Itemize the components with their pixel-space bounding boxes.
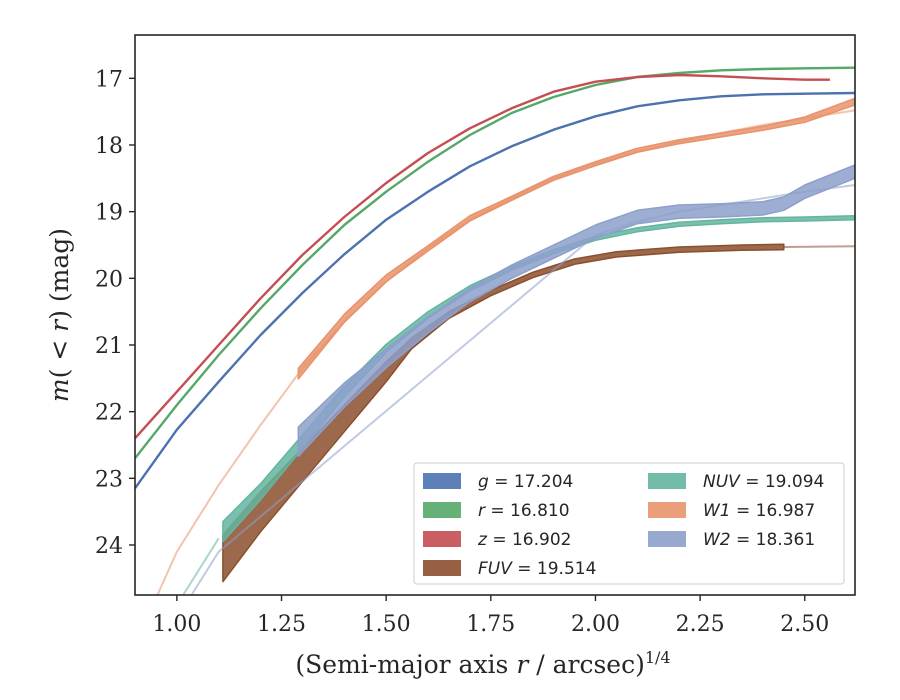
series-lines (135, 66, 855, 595)
legend-band-name: FUV (478, 559, 513, 579)
series-g-line (135, 91, 855, 489)
legend-band-value: = 18.361 (731, 530, 816, 550)
legend-band-value: = 17.204 (489, 472, 574, 492)
legend-band-value: = 16.810 (485, 501, 570, 521)
y-axis-title-main: m (45, 378, 74, 402)
y-axis-title: m( < r) (mag) (45, 228, 74, 402)
legend-swatch-w2 (648, 531, 686, 547)
y-tick-label: 20 (95, 267, 123, 292)
series-w2-model-line (190, 184, 855, 595)
y-tick-label: 19 (95, 201, 123, 226)
legend-swatch-g (423, 473, 461, 489)
x-tick-label: 1.00 (152, 612, 201, 637)
y-tick-label: 23 (95, 467, 123, 492)
series-bands (222, 97, 855, 583)
legend-label-fuv: FUV = 19.514 (478, 559, 596, 579)
legend-frame (413, 462, 845, 585)
x-axis-title-var: r (516, 650, 530, 679)
x-tick-label: 2.25 (676, 612, 725, 637)
y-tick-label: 22 (95, 401, 123, 426)
y-axis: 17 18 19 20 21 22 23 24 (95, 67, 135, 559)
y-axis-title-open: ( (45, 369, 74, 379)
legend-band-name: r (478, 501, 486, 521)
x-tick-label: 2.00 (571, 612, 620, 637)
legend-label-nuv: NUV = 19.094 (703, 472, 824, 492)
legend-band-value: = 19.514 (512, 559, 597, 579)
x-tick-label: 2.50 (780, 612, 829, 637)
y-tick-label: 17 (95, 67, 123, 92)
y-axis-title-var: r (45, 318, 74, 332)
x-tick-label: 1.50 (362, 612, 411, 637)
legend-band-value: = 19.094 (740, 472, 825, 492)
x-axis-title: (Semi-major axis r / arcsec)1/4 (295, 648, 670, 679)
y-tick-label: 21 (95, 334, 123, 359)
legend-swatch-fuv (423, 560, 461, 576)
plot-frame (134, 34, 856, 596)
legend-swatch-w1 (648, 502, 686, 518)
series-w1-model-line (156, 109, 855, 595)
legend-label-w2: W2 = 18.361 (703, 530, 815, 550)
series-nuv-model-line (181, 537, 220, 595)
y-tick-label: 24 (95, 534, 123, 559)
y-axis-title-close: ) (45, 310, 74, 320)
legend-label-r: r = 16.810 (478, 501, 570, 521)
x-axis-title-main: (Semi-major axis (295, 650, 516, 679)
legend-swatch-nuv (648, 473, 686, 489)
series-w1-band (297, 97, 855, 380)
legend-swatch-r (423, 502, 461, 518)
y-tick-label: 18 (95, 134, 123, 159)
legend-swatch-z (423, 531, 461, 547)
legend-band-name: z (477, 530, 488, 550)
legend-label-w1: W1 = 16.987 (703, 501, 815, 521)
series-w2-band (297, 164, 855, 458)
x-tick-label: 1.25 (257, 612, 306, 637)
legend-band-name: W1 (703, 501, 731, 521)
legend-label-g: g = 17.204 (478, 472, 573, 492)
x-axis: 1.00 1.25 1.50 1.75 2.00 2.25 2.50 (152, 595, 829, 637)
series-fuv-model-line (783, 245, 855, 248)
y-axis-title-unit: (mag) (45, 228, 74, 310)
legend-band-name: NUV (703, 472, 741, 492)
x-axis-title-tail: / arcsec) (528, 650, 645, 679)
x-axis-title-exponent: 1/4 (645, 648, 671, 667)
y-axis-title-lt: < (45, 332, 74, 369)
series-z-line (135, 73, 830, 440)
legend-band-name: W2 (703, 530, 731, 550)
legend-band-name: g (478, 472, 489, 492)
legend-band-value: = 16.987 (731, 501, 816, 521)
legend-label-z: z = 16.902 (477, 530, 571, 550)
x-tick-label: 1.75 (466, 612, 515, 637)
series-r-line (135, 66, 855, 460)
legend-band-value: = 16.902 (487, 530, 572, 550)
